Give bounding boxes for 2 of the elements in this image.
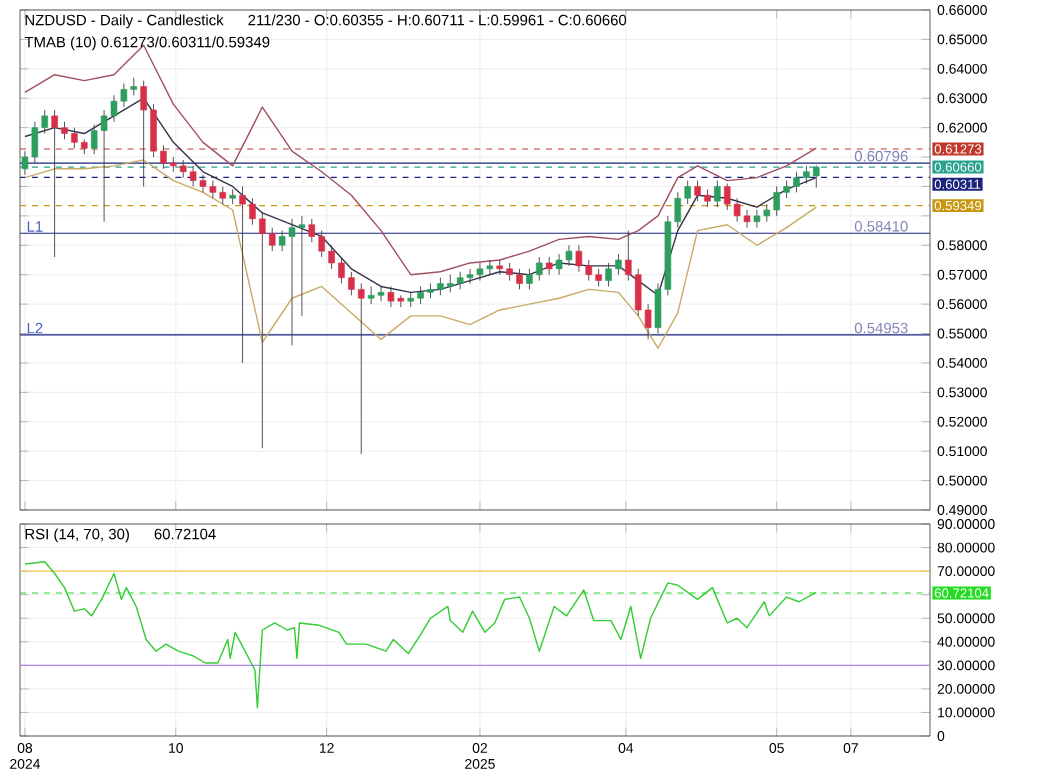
candlestick <box>714 180 721 208</box>
line-series <box>24 159 817 349</box>
